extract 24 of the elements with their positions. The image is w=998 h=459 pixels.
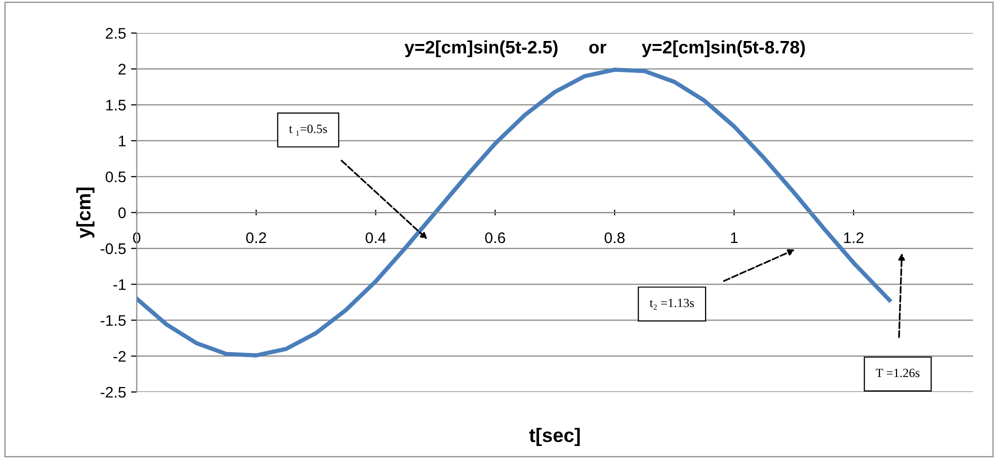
annotation: t ₁=0.5s (289, 124, 327, 136)
y-tick-label: -2 (113, 350, 126, 362)
y-axis-title: y[cm] (76, 188, 94, 238)
y-tick-label: 2.5 (106, 28, 126, 39)
annotation: t₂ =1.13s (650, 298, 694, 310)
y-tick-label: -2.5 (100, 386, 126, 398)
y-tick-label: -0.5 (100, 243, 126, 254)
chart-title: y=2[cm]sin(5t-2.5) or y=2[cm]sin(5t-8.78) (404, 40, 805, 58)
y-tick-label: 2 (118, 64, 126, 74)
x-tick-label: 0.8 (604, 232, 625, 244)
y-tick-label: 1 (118, 136, 126, 146)
x-tick-label: 0.4 (366, 232, 386, 244)
x-tick-label: 0.2 (246, 232, 266, 244)
x-axis-title: t[sec] (529, 428, 580, 446)
x-tick-label: 1 (731, 232, 738, 244)
y-tick-label: 1.5 (106, 100, 126, 111)
x-tick-label: 1.2 (844, 232, 864, 244)
y-tick-label: -1 (113, 279, 126, 290)
x-tick-label: 0 (133, 232, 140, 244)
x-tick-label: 0.6 (485, 232, 506, 244)
y-tick-label: -1.5 (100, 315, 126, 326)
annotation: T =1.26s (876, 368, 920, 378)
y-tick-label: 0.5 (106, 171, 126, 182)
y-tick-label: 0 (118, 207, 126, 218)
